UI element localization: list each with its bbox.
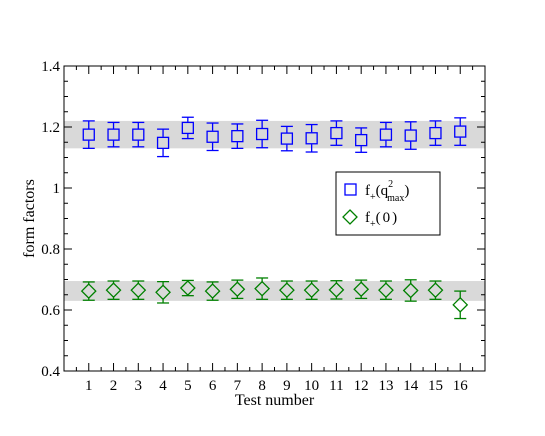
shaded-band-1 — [64, 281, 485, 301]
legend-label-zero: f+(0) — [365, 210, 397, 230]
series-zero — [80, 277, 469, 320]
diamond-marker — [378, 282, 394, 299]
diamond-marker — [80, 283, 97, 300]
square-marker — [330, 126, 343, 140]
axis-ticks — [64, 65, 485, 372]
legend-label-q2max: f+(q2 max) — [365, 179, 409, 204]
x-tick-label: 13 — [378, 378, 393, 394]
square-marker — [379, 128, 393, 141]
x-tick-label: 10 — [304, 378, 319, 394]
series-q2max — [82, 116, 467, 158]
x-tick-label: 9 — [283, 378, 291, 394]
x-tick-label: 8 — [258, 378, 266, 394]
x-tick-label: 7 — [234, 378, 242, 394]
diamond-marker — [229, 281, 246, 298]
diamond-marker — [402, 282, 419, 299]
legend: f+(q2 max) f+(0) — [335, 171, 441, 236]
legend-entry-q2max: f+(q2 max) — [344, 179, 409, 204]
square-marker — [132, 128, 145, 141]
y-tick-label: 0.8 — [41, 242, 60, 258]
y-axis-title: form factors — [21, 179, 38, 258]
x-tick-label: 1 — [85, 378, 93, 394]
diamond-marker — [278, 282, 295, 299]
square-marker — [107, 128, 120, 141]
diamond-marker — [254, 280, 271, 297]
diamond-marker — [427, 282, 444, 299]
x-tick-label: 12 — [354, 378, 369, 394]
x-tick-label: 16 — [453, 378, 469, 394]
square-marker — [454, 125, 467, 138]
diamond-marker — [204, 283, 221, 300]
diamond-marker — [130, 282, 147, 299]
diamond-marker — [105, 282, 122, 299]
x-axis-title: Test number — [235, 392, 315, 409]
axis-tick-labels: 1 2 3 4 5 6 7 8 9 10 11 12 13 14 15 160.40.60.811.21.4 — [41, 59, 468, 394]
square-marker — [280, 132, 294, 145]
square-marker — [231, 129, 244, 143]
legend-diamond-marker — [342, 209, 358, 225]
x-tick-label: 5 — [184, 378, 192, 394]
square-marker — [206, 130, 219, 143]
diamond-marker — [179, 280, 196, 296]
y-tick-label: 1 — [53, 181, 61, 197]
shaded-band-0 — [64, 120, 485, 149]
square-marker — [404, 129, 417, 142]
square-marker — [156, 136, 170, 150]
diamond-marker — [303, 282, 320, 299]
x-tick-label: 2 — [110, 378, 118, 394]
y-tick-label: 0.6 — [41, 303, 60, 319]
square-marker — [305, 132, 318, 145]
diamond-marker — [328, 281, 345, 298]
square-marker — [255, 127, 269, 141]
y-tick-label: 1.2 — [41, 120, 60, 136]
y-tick-label: 0.4 — [41, 364, 60, 380]
x-tick-label: 15 — [428, 378, 443, 394]
square-marker — [355, 133, 368, 147]
x-tick-label: 6 — [209, 378, 217, 394]
square-marker — [82, 128, 95, 141]
diamond-marker — [155, 284, 171, 301]
x-tick-label: 4 — [159, 378, 167, 394]
diamond-marker — [452, 296, 469, 313]
legend-entry-zero: f+(0) — [342, 209, 397, 230]
series-layer — [80, 116, 469, 320]
square-marker — [429, 126, 442, 140]
x-tick-label: 14 — [403, 378, 419, 394]
diamond-marker — [353, 281, 370, 298]
x-tick-label: 11 — [329, 378, 343, 394]
legend-square-marker — [344, 183, 357, 196]
square-marker — [181, 121, 194, 135]
y-tick-label: 1.4 — [41, 59, 60, 75]
uncertainty-bands — [64, 120, 485, 301]
legend-box — [335, 171, 441, 236]
x-tick-label: 3 — [135, 378, 143, 394]
